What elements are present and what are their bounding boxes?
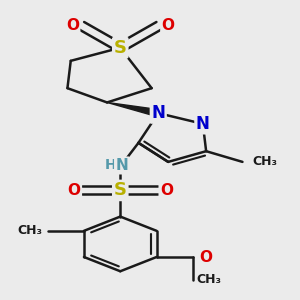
Text: O: O xyxy=(162,18,175,33)
Text: CH₃: CH₃ xyxy=(196,273,221,286)
Text: N: N xyxy=(116,158,128,173)
Text: S: S xyxy=(114,39,127,57)
Text: O: O xyxy=(160,183,173,198)
Text: H: H xyxy=(105,158,116,172)
Polygon shape xyxy=(107,102,160,117)
Text: CH₃: CH₃ xyxy=(252,155,278,168)
Text: S: S xyxy=(114,182,127,200)
Text: N: N xyxy=(151,104,165,122)
Text: CH₃: CH₃ xyxy=(18,224,43,237)
Text: O: O xyxy=(199,250,212,265)
Text: N: N xyxy=(196,115,210,133)
Text: O: O xyxy=(66,18,79,33)
Text: O: O xyxy=(68,183,80,198)
